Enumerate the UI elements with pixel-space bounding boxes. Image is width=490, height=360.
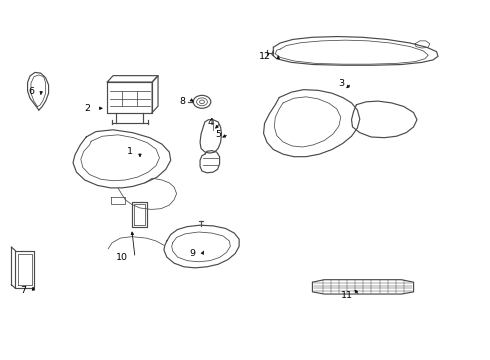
Text: 10: 10	[116, 253, 128, 262]
Text: 4: 4	[207, 118, 213, 127]
Text: 7: 7	[20, 285, 26, 294]
Text: 2: 2	[84, 104, 90, 113]
Text: 3: 3	[338, 79, 344, 88]
Text: 8: 8	[179, 96, 185, 105]
Text: 12: 12	[259, 53, 271, 62]
Text: 11: 11	[341, 291, 352, 300]
Text: 9: 9	[189, 249, 195, 258]
Text: 5: 5	[216, 130, 221, 139]
Text: 1: 1	[126, 147, 133, 156]
Text: 6: 6	[28, 86, 34, 95]
